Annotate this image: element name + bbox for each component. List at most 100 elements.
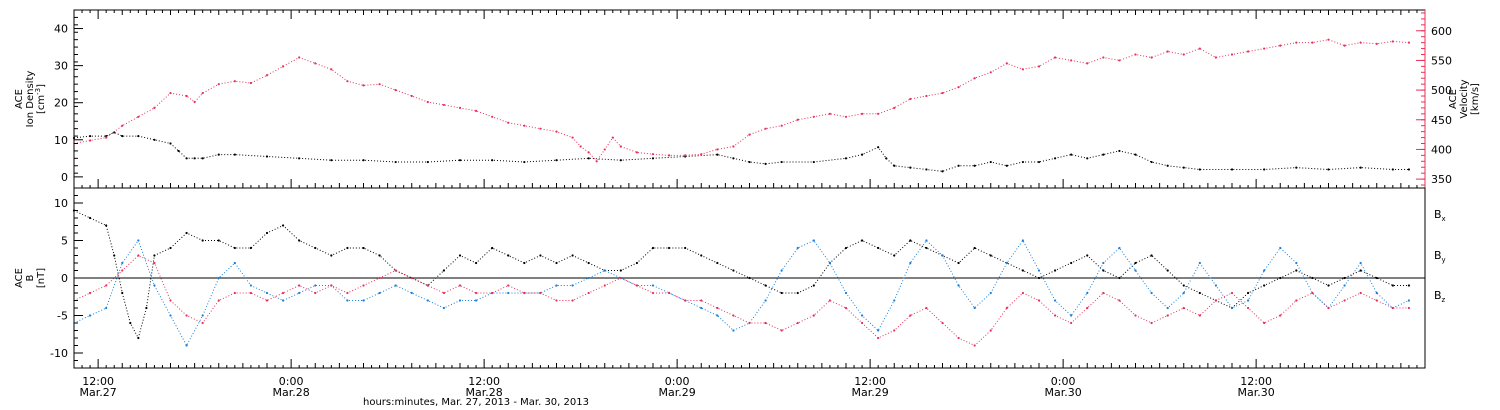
data-point [185,94,188,98]
data-point [1391,284,1394,287]
b-series-bx [72,209,1411,340]
b-tick-label: 10 [54,197,68,210]
data-point [1230,168,1234,171]
x-tick-time: 12:00 [1240,375,1272,388]
velocity-axis-title-line: ACE [1448,89,1459,109]
data-point [1134,153,1137,156]
legend-sub: z [1442,296,1446,304]
data-point [378,291,381,295]
data-point [1230,291,1234,295]
data-point [1118,59,1121,62]
x-tick-time: 0:00 [665,375,690,388]
data-point [989,254,992,257]
data-point [1198,168,1201,171]
velocity-tick-label: 500 [1431,84,1452,97]
data-point [555,159,558,162]
x-tick-time: 12:00 [468,375,500,388]
velocity-tick-label: 600 [1431,25,1452,38]
data-point [973,246,976,250]
b-tick-label: 5 [61,235,68,248]
x-tick-date: Mar.30 [1238,386,1275,399]
b-series-by [72,239,1411,347]
data-point [1311,41,1314,44]
data-point [909,314,912,317]
data-point [330,159,333,162]
data-point [909,239,912,242]
velocity-axis-title-line: Velocity [1459,79,1470,118]
data-point [1005,306,1008,310]
density-unit-base: [cm [36,95,47,114]
velocity-tick-label: 350 [1431,173,1452,186]
data-point [780,160,783,164]
data-point [780,329,783,332]
data-point [1263,321,1266,325]
x-tick-date: Mar.29 [659,386,696,399]
data-point [844,306,848,310]
data-point [1166,50,1169,53]
velocity-axis-title-line: [km/s] [1470,83,1481,115]
data-point [281,291,285,295]
data-point [667,154,671,157]
data-point [1407,168,1411,171]
b-axis-title-line: [nT] [36,268,47,288]
data-point [249,291,253,295]
legend-base: B [1434,289,1442,302]
data-point [571,299,574,302]
data-point [314,284,317,287]
velocity-tick-label: 400 [1431,143,1452,156]
data-point [716,314,719,317]
data-point [185,344,188,347]
data-point [700,299,703,302]
legend-base: B [1434,208,1442,221]
b-tick-label: 0 [61,272,68,285]
b-series-bz [72,254,1411,347]
x-tick-date: Mar.29 [852,386,889,399]
velocity-tick-label: 450 [1431,114,1452,127]
data-point [909,97,912,101]
density-tick-label: 0 [61,171,68,184]
data-point [491,159,494,162]
legend-item: By [1434,249,1446,264]
data-point [941,170,944,173]
density-tick-label: 30 [54,60,68,73]
data-point [265,299,269,302]
data-point [362,84,365,87]
data-point [1198,47,1201,50]
data-point [1407,299,1411,302]
data-point [177,149,180,153]
data-point [587,157,590,160]
b-tick-label: -10 [50,347,68,360]
data-point [442,291,446,295]
legend-base: B [1434,249,1442,262]
data-point [619,159,622,162]
data-point [667,246,671,250]
data-point [458,284,462,287]
x-axis: 12:00Mar.270:00Mar.2812:00Mar.280:00Mar.… [80,10,1418,399]
data-point [121,134,124,138]
data-point [185,314,188,317]
data-point [973,306,976,310]
x-tick-time: 12:00 [82,375,114,388]
b-axis-title-line: ACE [14,268,25,288]
density-axis-title-line: ACE [14,89,25,109]
data-point [1198,314,1201,317]
b-tick-label: -5 [57,310,68,323]
data-point [748,160,751,164]
data-point [764,321,767,325]
x-tick-date: Mar.27 [80,386,117,399]
data-point [796,246,799,250]
data-point [700,306,703,310]
data-point [909,261,912,265]
data-point [1263,269,1266,272]
data-point [1118,299,1121,302]
density-axis-title-line: Ion Density [25,71,36,128]
density-tick-label: 20 [54,97,68,110]
data-point [651,291,655,295]
data-point [1246,50,1250,53]
data-point [523,291,526,295]
data-point [362,246,365,250]
data-point [217,239,220,242]
data-point [828,112,832,115]
data-point [1375,276,1378,280]
